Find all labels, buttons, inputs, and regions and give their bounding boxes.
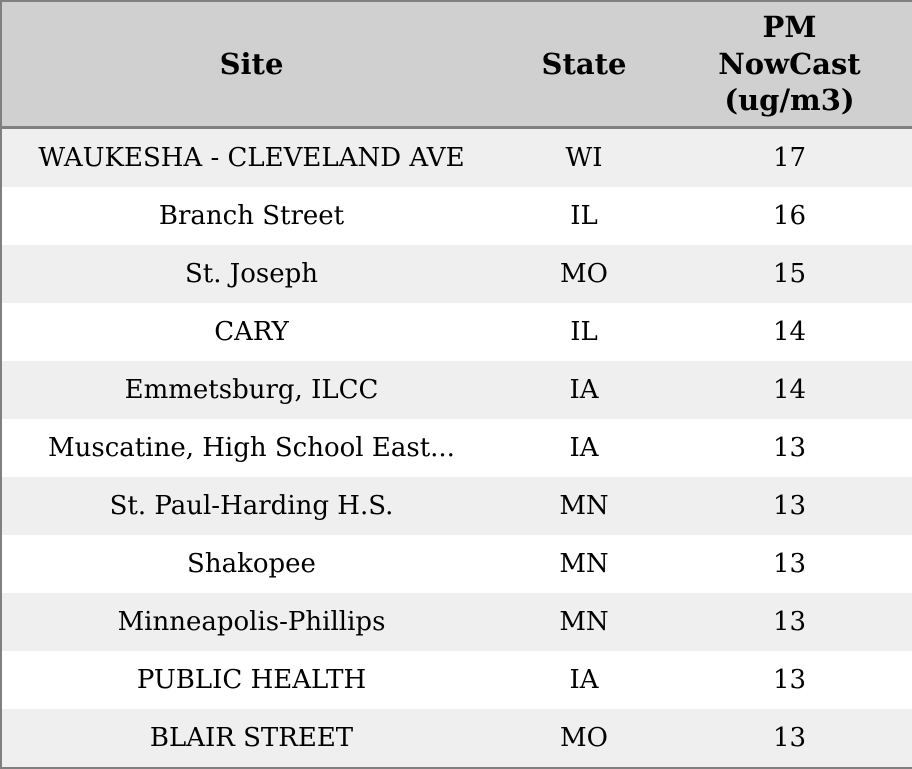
table-row: St. Paul-Harding H.S. MN 13 — [1, 477, 912, 535]
pm-cell: 13 — [772, 433, 807, 463]
state-cell: MO — [560, 259, 608, 289]
table-row: St. Joseph MO 15 — [1, 245, 912, 303]
column-header-pm-nowcast: PM NowCast (ug/m3) — [667, 1, 912, 129]
site-cell: BLAIR STREET — [149, 723, 354, 753]
state-cell: IA — [569, 665, 599, 695]
state-cell: IA — [569, 375, 599, 405]
site-cell: Shakopee — [187, 549, 316, 579]
table-row: BLAIR STREET MO 13 — [1, 709, 912, 768]
state-cell: IL — [570, 317, 598, 347]
site-cell: Emmetsburg, ILCC — [124, 375, 379, 405]
site-cell: Muscatine, High School East... — [48, 433, 455, 463]
table-row: WAUKESHA - CLEVELAND AVE WI 17 — [1, 127, 912, 187]
pm-cell: 13 — [772, 491, 807, 521]
pm-cell: 13 — [772, 549, 807, 579]
site-cell: Minneapolis-Phillips — [117, 607, 386, 637]
header-row: Site State PM NowCast (ug/m3) — [1, 1, 912, 129]
pm-cell: 13 — [772, 607, 807, 637]
pm-cell: 13 — [772, 665, 807, 695]
table-row: Shakopee MN 13 — [1, 535, 912, 593]
table-row: Muscatine, High School East... IA 13 — [1, 419, 912, 477]
pm-cell: 15 — [772, 259, 807, 289]
pm-cell: 14 — [772, 317, 807, 347]
site-cell: PUBLIC HEALTH — [136, 665, 367, 695]
pm-cell: 13 — [772, 723, 807, 753]
table-header: Site State PM NowCast (ug/m3) — [1, 1, 912, 129]
state-cell: MN — [559, 607, 609, 637]
pm-cell: 14 — [772, 375, 807, 405]
pm-cell: 17 — [772, 143, 807, 173]
table-row: PUBLIC HEALTH IA 13 — [1, 651, 912, 709]
column-header-state: State — [501, 1, 667, 129]
site-cell: Branch Street — [158, 201, 345, 231]
table-row: Minneapolis-Phillips MN 13 — [1, 593, 912, 651]
table-row: Branch Street IL 16 — [1, 187, 912, 245]
state-cell: IA — [569, 433, 599, 463]
table-row: CARY IL 14 — [1, 303, 912, 361]
pm-cell: 16 — [772, 201, 807, 231]
state-cell: WI — [565, 143, 603, 173]
table-body: WAUKESHA - CLEVELAND AVE WI 17 Branch St… — [1, 127, 912, 768]
state-cell: MN — [559, 491, 609, 521]
site-cell: CARY — [214, 317, 289, 347]
table-row: Emmetsburg, ILCC IA 14 — [1, 361, 912, 419]
site-cell: St. Joseph — [185, 259, 318, 289]
state-cell: MO — [560, 723, 608, 753]
state-cell: IL — [570, 201, 598, 231]
site-cell: St. Paul-Harding H.S. — [109, 491, 394, 521]
site-cell: WAUKESHA - CLEVELAND AVE — [38, 143, 465, 173]
column-header-site: Site — [1, 1, 501, 129]
state-cell: MN — [559, 549, 609, 579]
